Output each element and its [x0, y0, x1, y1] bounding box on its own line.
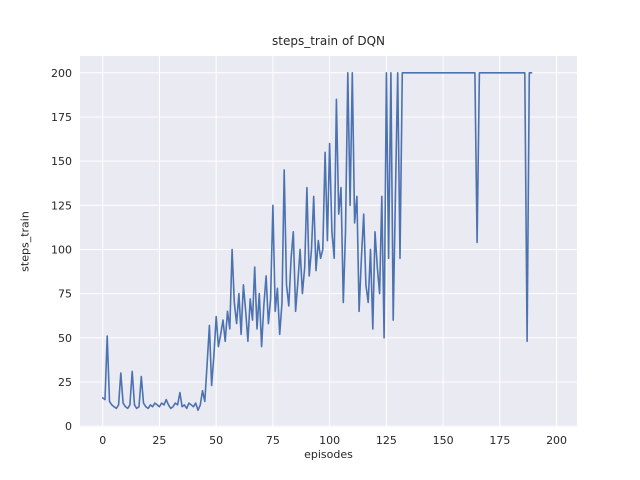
y-tick-label: 50	[58, 332, 72, 345]
y-tick-label: 125	[51, 199, 72, 212]
y-tick-label: 0	[65, 420, 72, 433]
y-tick-label: 75	[58, 288, 72, 301]
y-tick-label: 200	[51, 67, 72, 80]
y-tick-label: 25	[58, 376, 72, 389]
x-tick-label: 100	[319, 434, 340, 447]
chart-title: steps_train of DQN	[272, 34, 385, 48]
x-tick-label: 175	[489, 434, 510, 447]
x-axis-label: episodes	[304, 448, 353, 461]
x-tick-label: 75	[266, 434, 280, 447]
x-tick-label: 25	[152, 434, 166, 447]
x-tick-label: 125	[376, 434, 397, 447]
y-tick-label: 150	[51, 155, 72, 168]
data-line	[101, 72, 533, 412]
x-tick-label: 150	[433, 434, 454, 447]
y-tick-label: 100	[51, 243, 72, 256]
plot-area	[80, 56, 577, 427]
x-tick-label: 50	[209, 434, 223, 447]
x-tick-label: 200	[546, 434, 567, 447]
y-tick-label: 175	[51, 111, 72, 124]
y-axis-label: steps_train	[18, 211, 32, 272]
x-tick-label: 0	[99, 434, 106, 447]
